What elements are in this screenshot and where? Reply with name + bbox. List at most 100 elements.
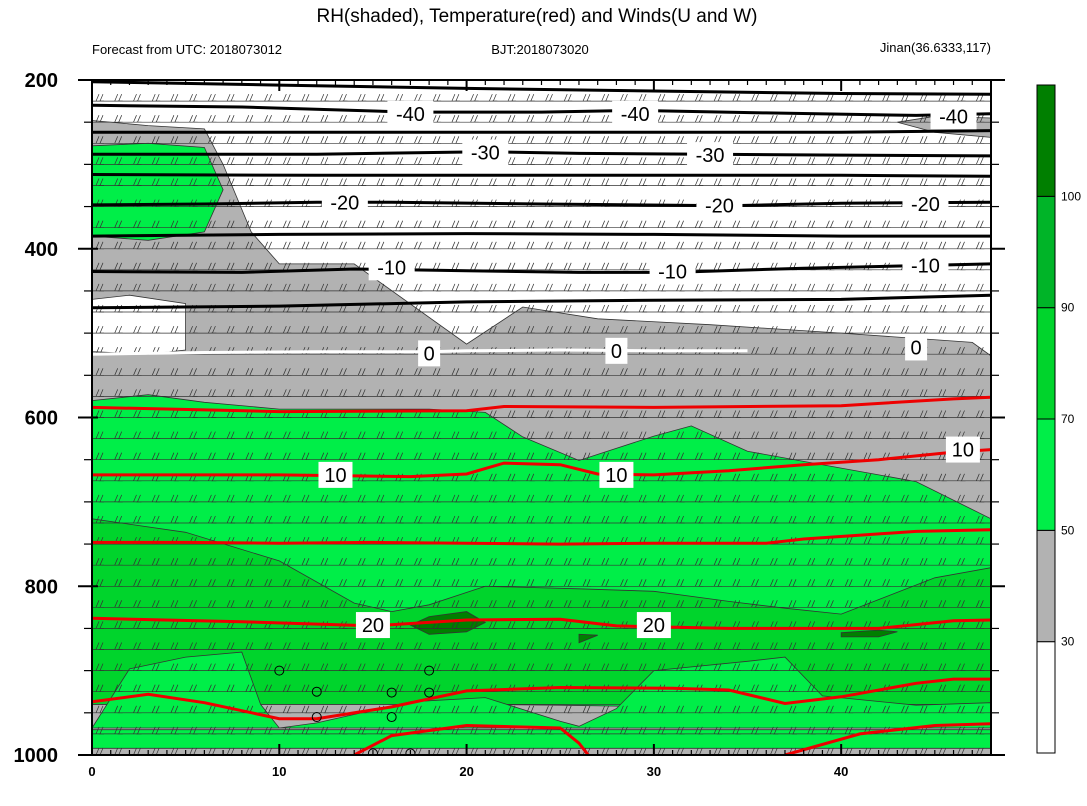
wind-barb [979, 522, 991, 524]
wind-barb [979, 712, 991, 714]
isotherm-label: -10 [902, 252, 949, 279]
isotherm-black [92, 173, 991, 178]
wind-barb [92, 747, 104, 755]
colorbar-label: 100 [1061, 189, 1081, 203]
wind-barb [698, 80, 723, 81]
wind-barb [979, 353, 991, 355]
y-tick-label: 400 [25, 239, 58, 261]
wind-barb [941, 80, 966, 81]
wind-barb [286, 747, 310, 755]
wind-barb [360, 80, 385, 81]
wind-barb [960, 80, 985, 81]
isotherm-zero [92, 348, 748, 356]
wind-barb [492, 80, 516, 81]
isotherm-label-text: -10 [911, 256, 940, 278]
wind-barb [979, 628, 991, 629]
isotherm-label-red: 10 [318, 461, 353, 488]
y-tick-label: 1000 [14, 745, 59, 767]
wind-barb [173, 80, 198, 81]
colorbar-swatch [1036, 195, 1056, 309]
wind-barb [979, 185, 991, 186]
isotherm-black [92, 129, 991, 134]
isotherm-label: -20 [696, 192, 743, 219]
isotherm-black [92, 293, 991, 310]
isotherm-black [92, 80, 991, 96]
wind-barb [979, 332, 991, 334]
wind-barb [211, 80, 236, 81]
wind-barb [492, 747, 516, 755]
wind-barb [623, 80, 648, 81]
wind-barb [847, 80, 872, 81]
isotherm-label-text: -40 [396, 104, 425, 126]
rain-markers-layer [274, 665, 435, 755]
chart-subtitle-center: BJT:2018073020 [491, 42, 589, 57]
wind-barb [679, 80, 704, 81]
wind-barb [735, 747, 760, 755]
wind-barb [941, 747, 966, 755]
wind-barb [435, 80, 460, 81]
rh-region [92, 518, 991, 705]
wind-barb [810, 80, 835, 81]
wind-barb [979, 227, 991, 229]
wind-barb [548, 747, 573, 755]
x-tick-label: 30 [647, 764, 661, 779]
wind-barb [979, 480, 991, 482]
wind-barb [660, 747, 685, 755]
x-tick-label: 10 [272, 764, 286, 779]
wind-barb [548, 80, 573, 81]
wind-barb [979, 290, 991, 292]
wind-barb [379, 80, 404, 81]
isotherm-red [92, 528, 991, 546]
wind-barb [885, 747, 910, 755]
colorbar-label: 30 [1061, 635, 1075, 649]
isotherm-label: -20 [321, 189, 368, 216]
wind-barb [154, 747, 179, 755]
isotherm-label-zero-text: 0 [424, 343, 435, 365]
wind-barb [979, 121, 991, 123]
isotherm-label-zero-text: 0 [611, 341, 622, 363]
wind-barb [117, 80, 142, 81]
wind-barb [585, 80, 610, 81]
isotherm-label: -20 [902, 191, 949, 218]
isotherm-label: -30 [687, 142, 734, 169]
wind-barb [979, 670, 991, 671]
wind-barb [660, 80, 685, 81]
wind-barb [960, 747, 985, 755]
wind-barb [904, 747, 929, 755]
colorbar-swatch [1036, 307, 1056, 420]
colorbar-label: 90 [1061, 301, 1075, 315]
wind-barb [92, 80, 104, 81]
wind-barb [173, 747, 198, 755]
colorbar-label: 50 [1061, 523, 1075, 537]
wind-barb [829, 80, 854, 81]
isotherm-label-zero: 0 [418, 340, 441, 367]
isotherm-label-red: 20 [355, 612, 390, 639]
wind-barb [379, 747, 404, 755]
temperature-contours-layer [92, 80, 991, 755]
wind-barb [979, 438, 991, 439]
isotherm-label-red-text: 10 [605, 465, 627, 487]
rain-marker [386, 687, 397, 698]
colorbar-swatch [1036, 84, 1056, 197]
wind-barb [192, 80, 217, 81]
wind-barb [829, 747, 854, 755]
isotherm-label-zero: 0 [905, 334, 928, 361]
isotherm-red [784, 722, 991, 755]
rh-region [92, 294, 186, 355]
wind-barb [342, 80, 367, 81]
isotherm-label-text: -30 [471, 143, 500, 165]
wind-barb [979, 142, 991, 144]
colorbar-swatch [1036, 418, 1056, 531]
wind-barb [398, 80, 423, 81]
rh-region [92, 729, 991, 749]
wind-barb [454, 80, 479, 81]
wind-barb [267, 80, 292, 81]
x-tick-label: 40 [834, 764, 848, 779]
isotherm-label-zero-text: 0 [911, 337, 922, 359]
rh-shading-layer [92, 115, 991, 755]
wind-barb [229, 747, 254, 755]
wind-barb [510, 747, 535, 755]
y-tick-label: 600 [25, 408, 58, 430]
